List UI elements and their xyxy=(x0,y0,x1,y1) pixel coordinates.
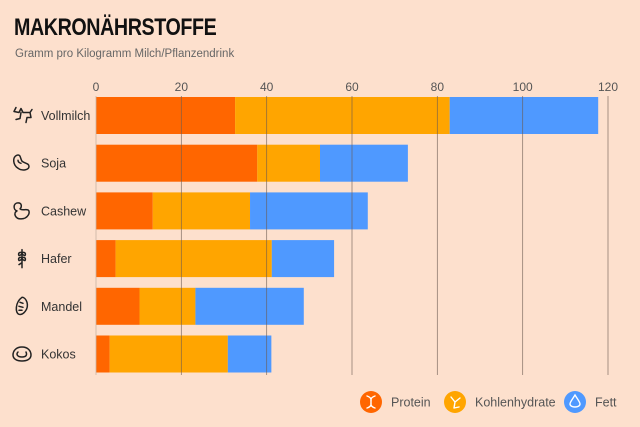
chart-subtitle: Gramm pro Kilogramm Milch/Pflanzendrink xyxy=(15,48,235,60)
bar-soja-fett xyxy=(320,144,408,182)
cashew-icon-path xyxy=(13,202,30,220)
x-tick-label: 80 xyxy=(431,80,445,94)
bar-vollmilch-fett xyxy=(449,97,599,134)
bar-vollmilch-kohlenhydrate xyxy=(235,97,450,134)
soybean-icon-path xyxy=(13,154,30,171)
almond-icon xyxy=(15,296,29,316)
soybean-icon xyxy=(13,154,30,171)
drop-icon-glyph xyxy=(569,393,581,408)
bar-kokos-protein xyxy=(96,335,110,373)
x-tick-label: 0 xyxy=(93,80,100,94)
legend-item-protein: Protein xyxy=(360,391,431,413)
bar-hafer-fett xyxy=(271,240,335,278)
bar-cashew-protein xyxy=(96,192,153,230)
almond-icon-path xyxy=(15,296,29,316)
cow-icon xyxy=(13,106,33,124)
legend-label: Fett xyxy=(595,396,617,410)
category-label: Soja xyxy=(41,157,66,171)
bar-hafer-kohlenhydrate xyxy=(115,240,272,278)
bar-cashew-fett xyxy=(250,192,368,230)
bar-hafer-protein xyxy=(96,240,116,278)
dna-icon-glyph xyxy=(366,395,376,409)
x-tick-label: 20 xyxy=(175,80,189,94)
bar-kokos-kohlenhydrate xyxy=(109,335,228,373)
bar-cashew-kohlenhydrate xyxy=(152,192,251,230)
wheat-icon xyxy=(17,248,27,269)
cashew-icon xyxy=(13,202,30,220)
coconut-icon xyxy=(12,346,32,362)
bar-mandel-fett xyxy=(195,287,304,325)
category-label: Vollmilch xyxy=(41,109,90,123)
bar-soja-protein xyxy=(96,144,258,182)
x-tick-label: 120 xyxy=(598,80,618,94)
category-label: Kokos xyxy=(41,348,76,362)
molecule-icon-glyph xyxy=(450,396,461,409)
category-label: Hafer xyxy=(41,252,72,266)
legend-item-kohlenhydrate: Kohlenhydrate xyxy=(444,391,556,413)
bar-vollmilch-protein xyxy=(96,97,236,134)
legend-label: Protein xyxy=(391,396,431,410)
x-tick-label: 100 xyxy=(513,80,533,94)
legend-label: Kohlenhydrate xyxy=(475,396,556,410)
wheat-icon-path xyxy=(17,248,27,269)
bar-mandel-kohlenhydrate xyxy=(139,287,196,325)
bar-soja-kohlenhydrate xyxy=(257,144,320,182)
x-tick-label: 60 xyxy=(345,80,359,94)
chart-title: MAKRONÄHRSTOFFE xyxy=(14,14,217,41)
bar-kokos-fett xyxy=(227,335,272,373)
drop-icon xyxy=(564,391,586,413)
category-label: Cashew xyxy=(41,204,87,218)
bar-mandel-protein xyxy=(96,287,140,325)
coconut-icon-path xyxy=(12,346,32,362)
legend-item-fett: Fett xyxy=(564,391,617,413)
category-label: Mandel xyxy=(41,300,82,314)
x-tick-label: 40 xyxy=(260,80,274,94)
cow-icon-path xyxy=(13,106,33,124)
